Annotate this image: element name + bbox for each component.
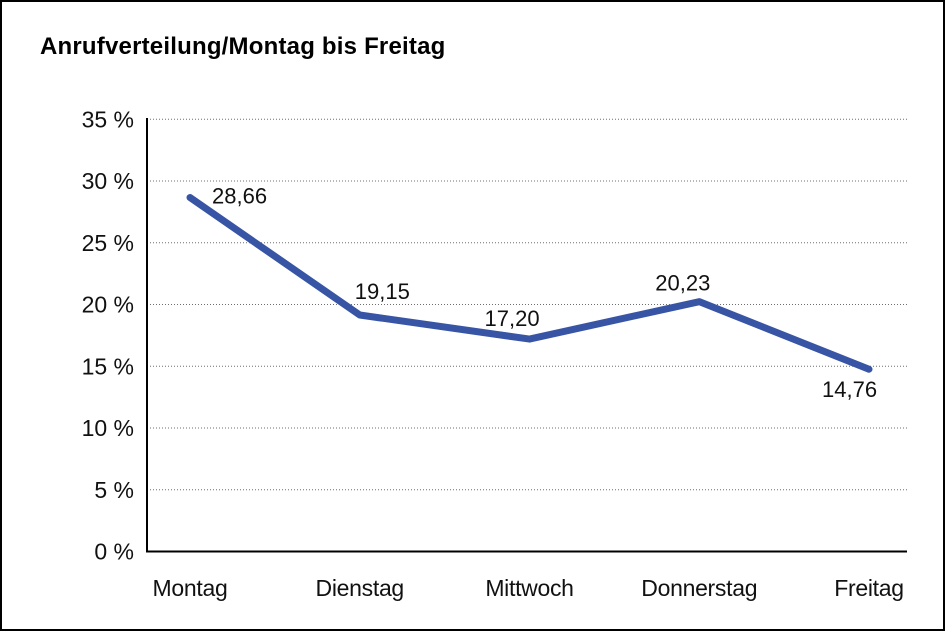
data-label-donnerstag: 20,23 xyxy=(655,271,710,296)
x-tick-label-mittwoch: Mittwoch xyxy=(485,575,573,601)
y-tick-label-30-percent: 30 % xyxy=(82,168,134,194)
y-tick-label-20-percent: 20 % xyxy=(82,292,134,318)
data-label-dienstag: 19,15 xyxy=(355,279,410,304)
x-tick-label-freitag: Freitag xyxy=(834,575,903,601)
data-label-mittwoch: 17,20 xyxy=(485,306,540,331)
x-tick-label-dienstag: Dienstag xyxy=(316,575,404,601)
data-line xyxy=(186,194,873,373)
data-label-montag: 28,66 xyxy=(212,184,267,209)
y-tick-label-5-percent: 5 % xyxy=(94,477,134,503)
x-tick-label-donnerstag: Donnerstag xyxy=(641,575,757,601)
y-tick-label-35-percent: 35 % xyxy=(82,106,134,132)
y-tick-label-10-percent: 10 % xyxy=(82,415,134,441)
gridlines xyxy=(147,118,907,491)
x-tick-labels: Montag Dienstag Mittwoch Donnerstag Freitag xyxy=(153,575,905,601)
y-tick-label-0-percent: 0 % xyxy=(94,539,134,565)
data-label-freitag: 14,76 xyxy=(822,377,877,402)
y-tick-label-25-percent: 25 % xyxy=(82,230,134,256)
chart-title: Anrufverteilung/Montag bis Freitag xyxy=(40,33,446,60)
y-tick-labels: 0 % 5 % 10 % 15 % 20 % 25 % 30 % 35 % xyxy=(82,106,134,564)
data-labels: 28,66 19,15 17,20 20,23 14,76 xyxy=(212,184,877,403)
x-tick-label-montag: Montag xyxy=(153,575,228,601)
y-tick-label-15-percent: 15 % xyxy=(82,353,134,379)
